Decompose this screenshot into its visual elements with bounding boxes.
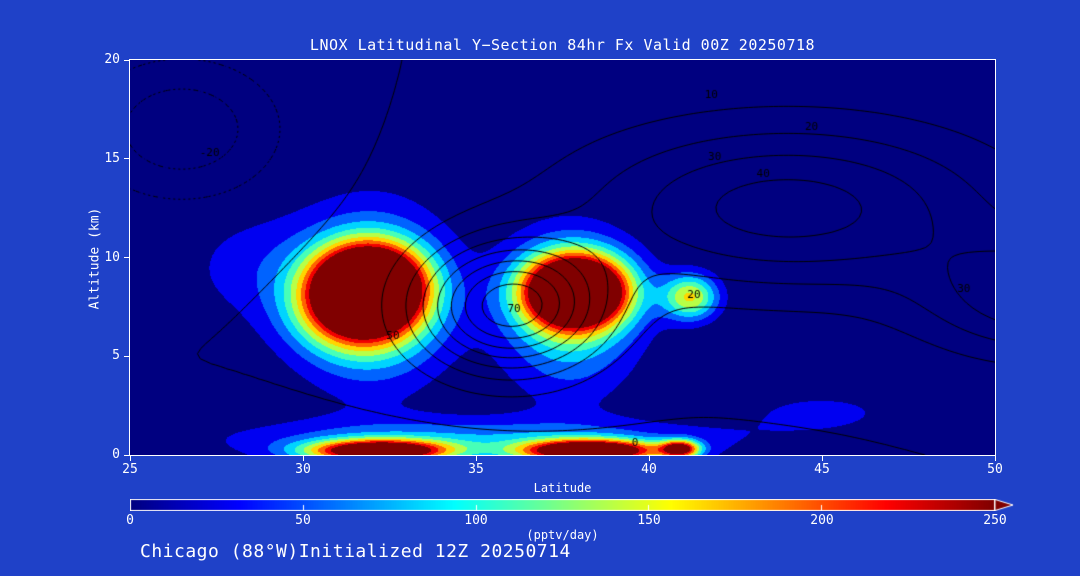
colorbar-tick-label: 250 bbox=[983, 513, 1007, 528]
y-axis-tick-label: 10 bbox=[104, 249, 120, 265]
y-axis-tick bbox=[124, 454, 129, 456]
colorbar-tick-label: 100 bbox=[464, 513, 488, 528]
y-axis-tick bbox=[124, 355, 129, 357]
x-axis-tick bbox=[129, 456, 131, 461]
y-axis-tick-label: 15 bbox=[104, 150, 120, 166]
x-axis-tick-label: 45 bbox=[814, 462, 830, 477]
y-axis-tick-label: 20 bbox=[104, 52, 120, 67]
x-axis-tick-label: 50 bbox=[987, 462, 1003, 477]
y-axis-tick bbox=[124, 59, 129, 61]
x-axis-label: Latitude bbox=[533, 481, 592, 495]
x-axis-tick-label: 30 bbox=[295, 462, 311, 477]
colorbar-units-label: (pptv/day) bbox=[526, 528, 599, 542]
colorbar-tick-label: 0 bbox=[126, 513, 134, 528]
x-axis-tick-label: 35 bbox=[468, 462, 484, 477]
x-axis-tick bbox=[475, 456, 477, 461]
x-axis-tick bbox=[821, 456, 823, 461]
x-axis-tick bbox=[302, 456, 304, 461]
y-axis-tick-label: 5 bbox=[112, 348, 120, 364]
colorbar-tick-label: 50 bbox=[295, 513, 311, 528]
x-axis-tick bbox=[994, 456, 996, 461]
y-axis-tick-label: 0 bbox=[112, 447, 120, 462]
colorbar-tick-label: 150 bbox=[637, 513, 661, 528]
colorbar-tick-label: 200 bbox=[810, 513, 834, 528]
x-axis-tick bbox=[648, 456, 650, 461]
x-axis-tick-label: 25 bbox=[122, 462, 138, 477]
y-axis-tick bbox=[124, 257, 129, 258]
chart-title: LNOX Latitudinal Y−Section 84hr Fx Valid… bbox=[309, 36, 816, 54]
station-init-label: Chicago (88°W)Initialized 12Z 20250714 bbox=[140, 541, 571, 562]
colorbar-canvas bbox=[130, 499, 1014, 511]
ysection-heatmap-canvas bbox=[129, 59, 996, 456]
y-axis-tick bbox=[124, 158, 129, 160]
x-axis-tick-label: 40 bbox=[641, 462, 657, 477]
